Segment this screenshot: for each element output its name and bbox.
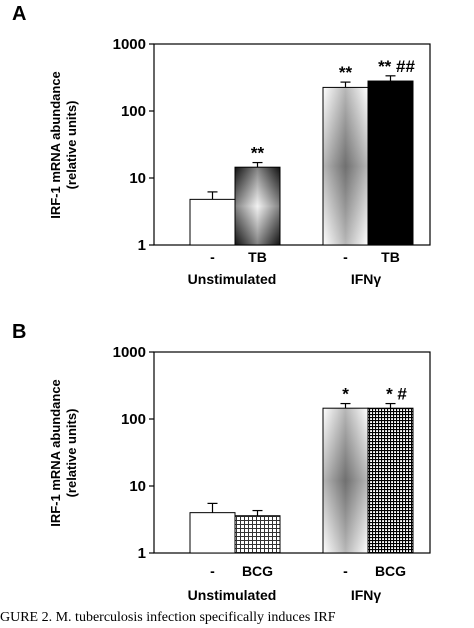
figure-caption: GURE 2. M. tuberculosis infection specif… [0,610,336,625]
y-tick-label: 100 [121,103,146,120]
bar-shading [235,167,280,245]
axes-a: 1 10 100 1000 [113,36,431,254]
significance-label: ** [339,63,353,82]
y-axis-label-line2: (relative units) [64,409,79,498]
bar [367,407,414,554]
category-label: - [343,249,348,265]
y-tick-label: 1 [138,545,146,562]
y-tick-label: 10 [129,478,146,495]
category-label: - [210,249,215,265]
group-label: IFNγ [351,271,382,287]
panel-label: B [12,321,26,343]
axes-b: 1 10 100 1000 [113,344,431,562]
y-axis-label-line2: (relative units) [64,101,79,190]
y-tick-label: 1 [138,237,146,254]
category-label: BCG [242,563,273,579]
significance-label: ** ## [378,57,415,76]
significance-label: * # [386,385,407,404]
y-tick-label: 10 [129,170,146,187]
y-tick-label: 100 [121,411,146,428]
category-label: BCG [375,563,406,579]
group-label: IFNγ [351,587,382,603]
bar-shading [323,408,368,553]
y-tick-label: 1000 [113,344,146,361]
plot-frame [153,351,431,554]
bars-a: ** ** ** ## [189,57,415,246]
panel-b: B IRF-1 mRNA abundance (relative units) … [12,321,431,603]
group-label: Unstimulated [188,271,277,287]
y-axis-label-line1: IRF-1 mRNA abundance [48,379,63,527]
bar [367,80,414,246]
y-tick-label: 1000 [113,36,146,53]
category-label: TB [248,249,267,265]
bar-shading [323,87,368,245]
x-labels-a: - TB - TB Unstimulated IFNγ [188,249,400,287]
bars-b: * * # [189,385,414,554]
significance-label: * [342,385,349,404]
bar [189,512,236,554]
panel-a: A IRF-1 mRNA abundance (relative units) … [12,3,431,287]
category-label: - [210,563,215,579]
x-labels-b: - BCG - BCG Unstimulated IFNγ [188,563,407,603]
panel-label: A [12,3,26,25]
y-axis-label-line1: IRF-1 mRNA abundance [48,71,63,219]
plot-frame [153,43,431,246]
bar [189,198,236,246]
group-label: Unstimulated [188,587,277,603]
significance-label: ** [251,144,265,163]
category-label: TB [381,249,400,265]
category-label: - [343,563,348,579]
bar [234,515,281,554]
